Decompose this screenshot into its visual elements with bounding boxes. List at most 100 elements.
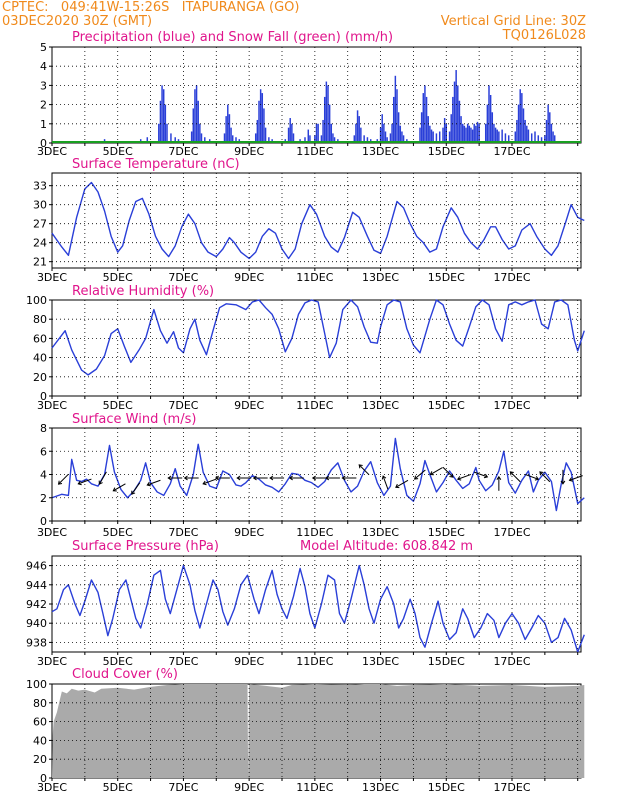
wind-arrow-shaft — [457, 473, 472, 480]
precip-bar — [397, 112, 400, 143]
precip-bar — [291, 123, 293, 143]
precip-bar — [475, 125, 477, 143]
precip-bar — [460, 116, 462, 143]
precip-bar — [389, 133, 392, 143]
precip-bar — [192, 108, 195, 143]
precip-bar — [323, 96, 326, 143]
precip-bar — [195, 85, 198, 143]
wind-arrow-head — [509, 471, 514, 476]
x-tick-label: 11DEC — [296, 655, 333, 668]
y-tick-label: 0 — [40, 515, 47, 528]
series-line — [51, 299, 585, 376]
precip-bar — [491, 112, 494, 143]
y-tick-label: 33 — [33, 180, 47, 193]
x-tick-label: 9DEC — [234, 145, 264, 158]
wind-arrow-head — [395, 483, 400, 489]
precip-bar — [507, 135, 510, 143]
precip-bar — [488, 85, 490, 143]
precip-bar — [259, 89, 262, 143]
precip-bar — [452, 96, 454, 143]
wind-arrow-head — [236, 475, 241, 481]
panel-frame — [51, 172, 582, 269]
precip-bar — [465, 127, 467, 143]
series-line — [51, 181, 585, 260]
wind-arrow-head — [112, 487, 117, 492]
precip-bar — [435, 133, 438, 143]
wind-arrow-head — [456, 476, 462, 481]
y-tick-label: 4 — [40, 60, 47, 73]
precip-bar — [358, 116, 360, 143]
y-tick-label: 6 — [40, 445, 47, 458]
y-tick-label: 2 — [40, 99, 47, 112]
precip-bar — [438, 131, 441, 143]
precip-bar — [258, 100, 260, 143]
precip-bar — [223, 133, 226, 143]
precip-bar — [425, 96, 428, 143]
precip-bar — [549, 112, 551, 143]
precip-bar — [521, 93, 523, 143]
header-station: CPTEC: 049:41W-15:26S ITAPURANGA (GO) — [2, 0, 300, 15]
y-tick-label: 944 — [26, 579, 47, 592]
precip-bar — [383, 123, 385, 143]
wind-arrow-head — [429, 471, 434, 476]
y-tick-label: 8 — [40, 422, 47, 435]
precip-bar — [230, 127, 232, 143]
wind-arrow-head — [269, 475, 274, 481]
x-tick-label: 17DEC — [493, 145, 530, 158]
x-tick-label: 13DEC — [362, 526, 399, 539]
precip-bar — [540, 137, 543, 143]
precip-bar — [225, 116, 227, 143]
x-tick-label: 15DEC — [428, 271, 465, 284]
panel-title: Relative Humidity (%) — [72, 284, 214, 299]
wind-arrow-head — [341, 475, 346, 481]
precip-bar — [360, 127, 362, 143]
precip-bar — [519, 89, 521, 143]
precip-bar — [194, 89, 196, 143]
precip-bar — [289, 118, 291, 143]
y-tick-label: 80 — [33, 313, 47, 326]
precip-bar — [486, 104, 489, 143]
y-tick-label: 24 — [33, 237, 47, 250]
panel-title: Surface Pressure (hPa) — [72, 539, 219, 554]
precip-bar — [453, 81, 456, 143]
wind-arrow-head — [214, 475, 220, 481]
precip-bar — [333, 137, 336, 143]
precip-bar — [204, 137, 206, 143]
precip-bar — [530, 133, 533, 143]
precip-bar — [166, 123, 168, 143]
precip-bar — [501, 129, 503, 143]
precip-bar — [317, 123, 319, 143]
y-tick-label: 100 — [26, 294, 47, 307]
header-date: 03DEC2020 30Z (GMT) — [2, 14, 153, 29]
wind-arrow-shaft — [358, 464, 370, 476]
series-line — [51, 564, 585, 653]
y-tick-label: 2 — [40, 492, 47, 505]
y-tick-label: 940 — [26, 617, 47, 630]
precip-bar — [468, 125, 471, 143]
wind-arrow-head — [98, 480, 103, 485]
x-tick-label: 3DEC — [37, 145, 67, 158]
precip-bar — [353, 135, 356, 143]
y-tick-label: 0 — [40, 137, 47, 150]
wind-arrow-shaft — [58, 473, 69, 485]
x-tick-label: 3DEC — [37, 271, 67, 284]
x-tick-label: 17DEC — [493, 271, 530, 284]
wind-arrow-head — [146, 481, 151, 487]
wind-arrow-shaft — [474, 471, 488, 478]
wind-arrow-shaft — [147, 479, 161, 486]
precip-bar — [504, 133, 507, 143]
precip-bar — [498, 131, 500, 143]
precip-bar — [392, 96, 395, 143]
x-tick-label: 7DEC — [168, 399, 198, 412]
x-tick-label: 5DEC — [103, 781, 133, 794]
y-tick-label: 100 — [26, 678, 47, 691]
y-tick-label: 60 — [33, 332, 47, 345]
precip-bar — [197, 100, 199, 143]
precip-bar — [394, 75, 397, 143]
y-tick-label: 938 — [26, 636, 47, 649]
wind-arrow-head — [496, 475, 502, 480]
precip-bar — [391, 123, 393, 143]
precip-bar — [527, 129, 530, 143]
precip-bar — [287, 127, 290, 143]
precip-bar — [473, 123, 475, 143]
